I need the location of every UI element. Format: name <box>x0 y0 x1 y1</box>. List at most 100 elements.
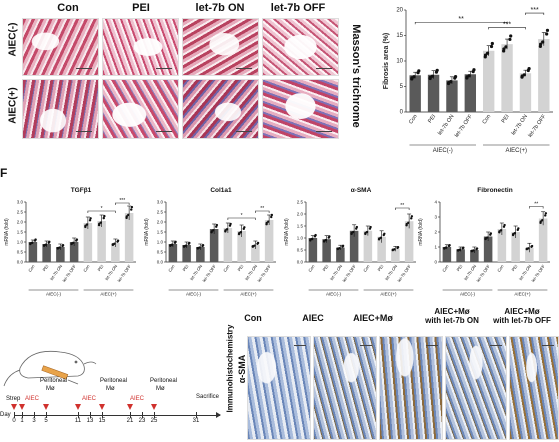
data-point <box>391 248 395 251</box>
data-point <box>243 226 246 229</box>
data-point <box>70 242 73 245</box>
data-point <box>489 44 494 49</box>
tl-marker-icon <box>75 404 81 410</box>
y-tick-label: 2.5 <box>17 210 24 215</box>
data-point <box>355 225 359 229</box>
histology-image-aiec-pos-con <box>22 79 99 139</box>
data-point <box>428 75 432 79</box>
tl-axis-arrow <box>216 412 221 418</box>
tl-tick <box>196 412 197 418</box>
col1a1-chart: 0.0 0.5 1.0 1.5 2.0 2.5 3.0 mRNA (fold) Col1a1 Co… <box>144 187 276 297</box>
significance-label: ** <box>534 202 538 208</box>
row-label-aiec-neg: AIEC(-) <box>7 22 19 57</box>
significance-bracket <box>414 21 508 25</box>
x-tick-label: let-7b ON <box>384 264 398 282</box>
x-tick-label: let-7b ON <box>244 264 258 282</box>
histology-image-aiec-neg-pei <box>102 18 179 76</box>
data-point <box>314 233 317 237</box>
data-point <box>210 230 213 233</box>
data-point <box>396 246 400 249</box>
bar <box>336 247 345 262</box>
data-point <box>498 230 501 233</box>
significance-label: * <box>241 213 243 219</box>
data-point <box>485 51 490 55</box>
x-tick-label: PEI <box>510 264 518 272</box>
x-tick-label: let-7b OFF <box>530 263 546 283</box>
x-tick-label: Con <box>362 263 371 273</box>
ihc-col-aiec-mo: AIEC+Mø <box>353 313 393 323</box>
tl-tick <box>102 412 103 418</box>
timeline-labels: Strep AIEC Peritoneal Mø AIEC Peritoneal… <box>0 330 232 440</box>
significance-label: *** <box>503 21 511 28</box>
tl-label-sacrifice: Sacrifice <box>196 394 220 400</box>
data-point <box>410 215 414 218</box>
ihc-image-con <box>247 336 311 440</box>
data-point <box>475 247 479 250</box>
bar <box>209 229 219 262</box>
x-tick-label: let-7b OFF <box>116 263 132 283</box>
tl-tick <box>154 412 155 418</box>
bar <box>28 242 38 262</box>
data-point <box>103 214 106 218</box>
y-tick-label: 2.5 <box>157 210 164 215</box>
data-point <box>472 68 476 72</box>
x-tick-label: Con <box>496 263 505 273</box>
x-tick-label: let-7b OFF <box>341 263 357 283</box>
x-tick-label: PEI <box>236 264 244 272</box>
data-point <box>443 246 446 250</box>
group-label: AIEC(-) <box>46 292 62 297</box>
tl-day-25: 25 <box>150 418 158 424</box>
ihc-col-aiec: AIEC <box>302 313 324 323</box>
data-point <box>489 232 493 235</box>
panel-label-f: F <box>0 166 8 180</box>
y-tick-label: 2.0 <box>157 220 164 225</box>
data-point <box>544 214 547 217</box>
tl-tick <box>34 412 35 418</box>
ihc-col-con: Con <box>244 313 262 323</box>
tl-label-peritoneal-1: Peritoneal <box>40 378 68 384</box>
y-tick-label: 2 <box>434 230 437 235</box>
group-label: AIEC(+) <box>380 292 397 297</box>
x-tick-label: let-7b OFF <box>396 263 412 283</box>
col-label-let7b-off: let-7b OFF <box>270 2 326 14</box>
data-point <box>75 238 79 241</box>
histology-image-aiec-neg-con <box>22 18 99 76</box>
x-tick-label: let-7b ON <box>104 264 118 282</box>
bar <box>377 236 386 262</box>
y-tick-label: 3 <box>434 215 437 220</box>
bar <box>391 248 400 262</box>
histology-image-aiec-pos-let7b-on <box>182 79 259 139</box>
bar <box>525 247 534 262</box>
y-tick-label: 0.5 <box>17 250 24 255</box>
significance-bracket <box>488 27 526 30</box>
y-tick-label: 5 <box>400 84 404 90</box>
group-label: AIEC(+) <box>240 292 257 297</box>
significance-label: * <box>101 206 103 212</box>
data-point <box>130 208 133 211</box>
tl-day-5: 5 <box>44 418 48 424</box>
bar <box>251 245 260 262</box>
data-point <box>111 243 115 246</box>
bar <box>446 80 458 112</box>
y-tick-label: 0.5 <box>157 250 164 255</box>
data-point <box>462 246 465 249</box>
x-tick-label: PEI <box>321 264 329 272</box>
data-point <box>520 74 524 78</box>
y-tick-label: 1.5 <box>157 230 164 235</box>
tl-tick <box>22 412 23 418</box>
bar <box>409 75 421 112</box>
tl-axis-line <box>14 415 220 416</box>
significance-label: ** <box>400 203 404 209</box>
y-tick-label: 3.0 <box>17 200 24 205</box>
x-tick-label: Con <box>441 263 450 273</box>
bar <box>97 221 106 262</box>
y-tick-label: 1.0 <box>297 236 304 241</box>
chart-title: Col1a1 <box>210 187 232 194</box>
y-axis-label: mRNA (fold) <box>418 218 424 246</box>
data-point <box>270 213 274 217</box>
tl-day-label: Day <box>0 412 11 418</box>
bar <box>124 213 134 262</box>
data-point <box>229 222 232 226</box>
x-tick-label: PEI <box>96 264 104 272</box>
tl-tick <box>130 412 131 418</box>
